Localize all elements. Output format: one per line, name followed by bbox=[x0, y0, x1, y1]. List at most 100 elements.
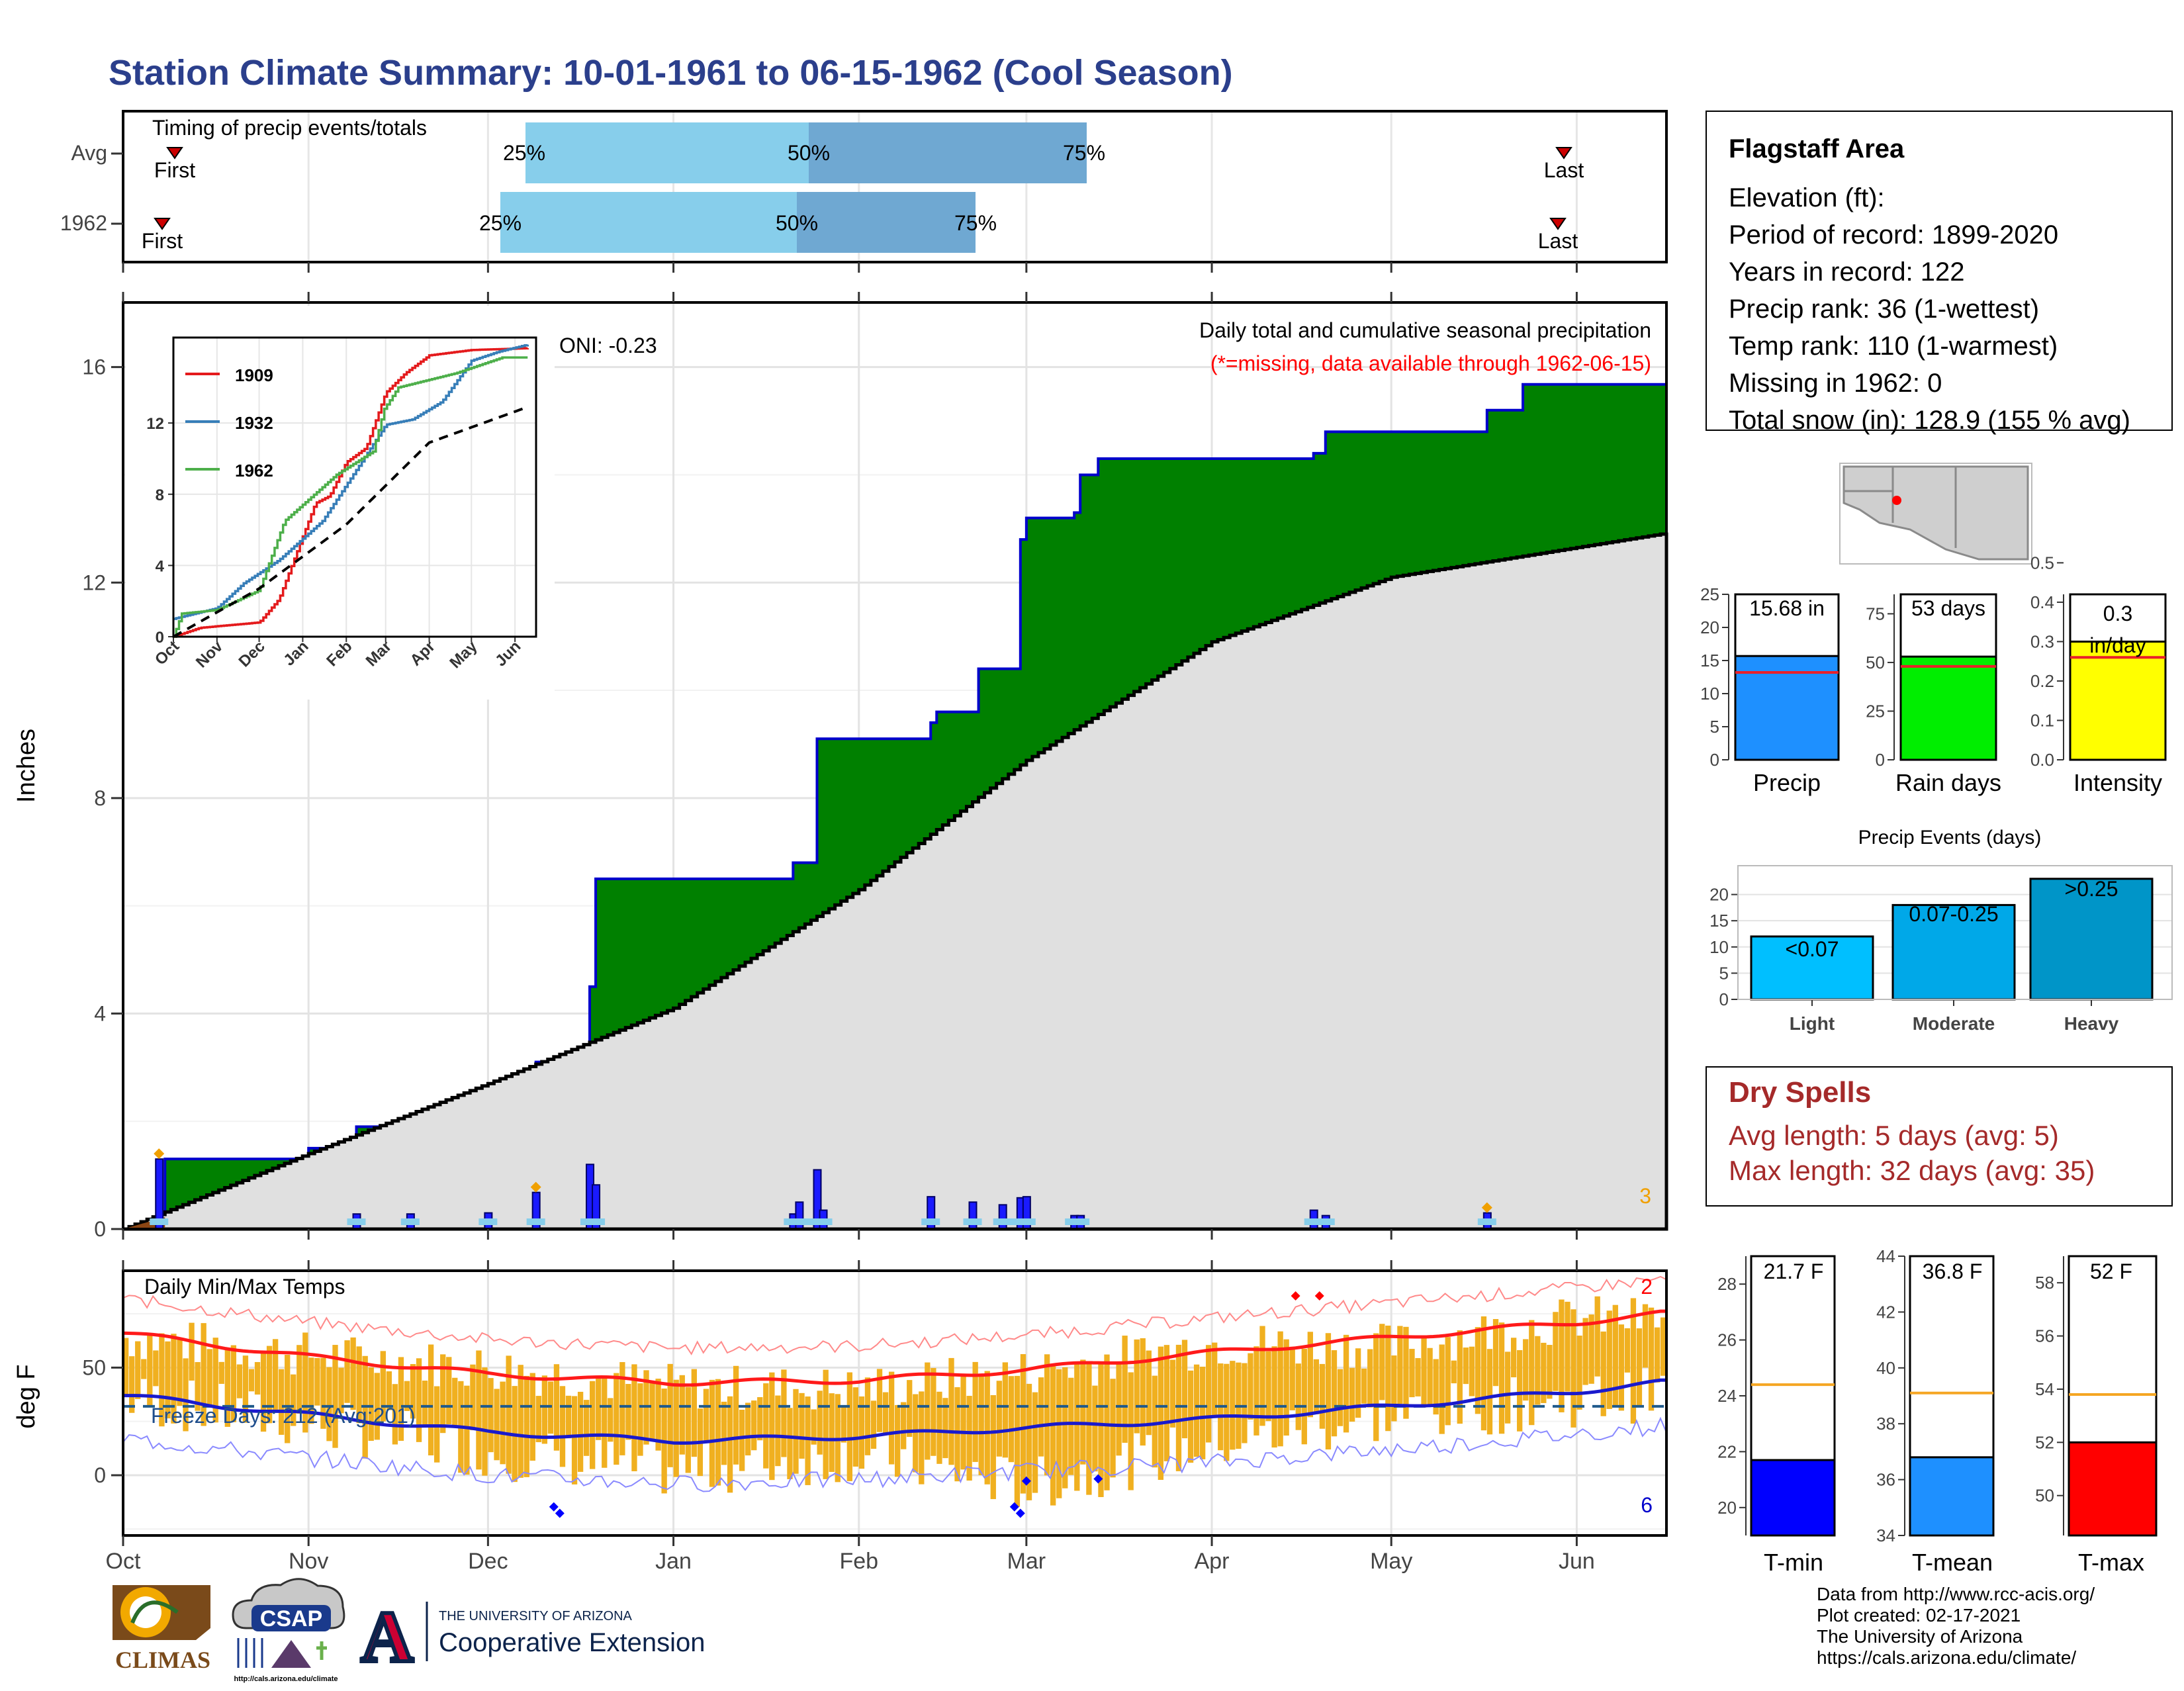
daily-temp-bar bbox=[428, 1344, 434, 1455]
daily-temp-bar bbox=[787, 1408, 793, 1479]
inset-y-tick-label: 0 bbox=[156, 629, 164, 647]
daily-temp-bar bbox=[637, 1383, 643, 1456]
info-precip-rank: Precip rank: 36 (1-wettest) bbox=[1729, 295, 2039, 324]
daily-temp-bar bbox=[488, 1378, 494, 1453]
daily-temp-bar bbox=[1439, 1344, 1445, 1434]
daily-temp-bar bbox=[1307, 1332, 1313, 1418]
timing-row-label-avg: Avg bbox=[71, 141, 107, 165]
record-low-marker bbox=[1021, 1476, 1031, 1486]
daily-temp-bar bbox=[1319, 1363, 1326, 1429]
timing-avg-q50: 50% bbox=[788, 141, 830, 165]
daily-temp-bar bbox=[159, 1333, 165, 1427]
mini-chart-tick-label: 36 bbox=[1876, 1470, 1895, 1490]
daily-temp-bar bbox=[470, 1364, 476, 1430]
mini-chart-tick-label: 28 bbox=[1717, 1274, 1737, 1294]
daily-temp-bar bbox=[799, 1393, 805, 1459]
daily-temp-bar bbox=[1080, 1359, 1086, 1465]
daily-temp-bar bbox=[1654, 1327, 1661, 1383]
daily-temp-bar bbox=[1283, 1339, 1289, 1436]
rain-days-bar: 0 25 50 75 bbox=[1866, 593, 1997, 770]
daily-temp-bar bbox=[302, 1332, 308, 1433]
mini-chart-tick-label: 0.1 bbox=[2030, 710, 2054, 730]
daily-temp-bar bbox=[482, 1367, 488, 1476]
timing-year-first-marker bbox=[154, 218, 171, 230]
daily-temp-bar bbox=[559, 1386, 566, 1467]
daily-temp-bar bbox=[541, 1375, 548, 1444]
daily-temp-bar bbox=[625, 1384, 631, 1440]
info-elevation: Elevation (ft): bbox=[1729, 183, 1885, 212]
footer-data-source: Data from http://www.rcc-acis.org/ bbox=[1817, 1584, 2095, 1604]
inset-legend-1962: 1962 bbox=[235, 461, 273, 480]
month-axis-label: Nov bbox=[289, 1549, 328, 1574]
daily-temp-bar bbox=[1206, 1345, 1212, 1443]
daily-temp-bar bbox=[931, 1367, 936, 1456]
timing-year-q75: 75% bbox=[954, 211, 997, 235]
precip-y-tick-label: 8 bbox=[94, 786, 106, 810]
daily-temp-bar bbox=[583, 1400, 590, 1456]
events-y-tick-label: 0 bbox=[1719, 989, 1729, 1009]
daily-temp-bar bbox=[858, 1396, 865, 1469]
mini-chart-tick-label: 75 bbox=[1866, 604, 1885, 623]
daily-temp-bar bbox=[476, 1350, 482, 1470]
daily-temp-bar bbox=[1582, 1318, 1588, 1385]
daily-temp-bar bbox=[230, 1345, 237, 1422]
mini-chart-tick-label: 20 bbox=[1717, 1498, 1737, 1518]
daily-temp-bar bbox=[1134, 1339, 1140, 1434]
daily-temp-bar bbox=[745, 1402, 751, 1456]
daily-temp-bar bbox=[1523, 1339, 1529, 1401]
oni-label: ONI: -0.23 bbox=[559, 334, 657, 357]
daily-temp-bar bbox=[344, 1340, 350, 1403]
events-title: Precip Events (days) bbox=[1858, 827, 2042, 848]
station-name: Flagstaff Area bbox=[1729, 134, 1905, 163]
daily-temp-bar bbox=[1313, 1359, 1320, 1414]
daily-temp-bar bbox=[1403, 1326, 1409, 1419]
month-axis-label: Feb bbox=[839, 1549, 878, 1574]
daily-temp-bar bbox=[242, 1355, 249, 1423]
event-heavy-caption: Heavy bbox=[2064, 1013, 2119, 1034]
daily-temp-bar bbox=[1445, 1337, 1451, 1426]
timing-avg-last-marker bbox=[1555, 147, 1572, 160]
daily-temp-bar bbox=[1050, 1366, 1056, 1506]
mini-chart-tick-label: 0 bbox=[1710, 750, 1719, 770]
csap-text: CSAP bbox=[260, 1606, 322, 1631]
info-missing: Missing in 1962: 0 bbox=[1729, 369, 1942, 398]
climas-text: CLIMAS bbox=[115, 1647, 210, 1673]
daily-temp-bar bbox=[291, 1374, 296, 1426]
month-axis-label: May bbox=[1370, 1549, 1412, 1574]
daily-temp-bar bbox=[386, 1371, 392, 1410]
timing-year-first-label: First bbox=[142, 229, 183, 253]
temperature-panel: 0 50 Daily Min/Max Temps Freeze Days: 212… bbox=[13, 1260, 1668, 1546]
mini-chart-tick-label: 42 bbox=[1876, 1302, 1895, 1322]
trace-precip-mark bbox=[526, 1218, 545, 1225]
month-axis-label: Apr bbox=[1195, 1549, 1230, 1574]
daily-temp-bar bbox=[1391, 1355, 1397, 1422]
temp-title: Daily Min/Max Temps bbox=[144, 1275, 345, 1299]
mini-chart-tick-label: 0.0 bbox=[2030, 750, 2054, 770]
daily-temp-bar bbox=[177, 1340, 183, 1406]
mini-chart-tick-label: 0.2 bbox=[2030, 671, 2054, 691]
ua-a-icon: A bbox=[361, 1596, 413, 1677]
daily-temp-bar bbox=[565, 1395, 572, 1439]
daily-temp-bar bbox=[1630, 1298, 1637, 1424]
trace-precip-mark bbox=[1477, 1218, 1496, 1225]
daily-temp-bar bbox=[410, 1364, 416, 1419]
temperature-summary-bars: 20 22 24 26 28 34 36 38 40 42 44 50 52 54 56 58 bbox=[1717, 1246, 2158, 1545]
record-min-line bbox=[122, 1416, 1667, 1492]
timing-year-q50: 50% bbox=[776, 211, 818, 235]
timing-title: Timing of precip events/totals bbox=[152, 116, 427, 140]
mini-chart-tick-label: 10 bbox=[1700, 684, 1719, 704]
daily-temp-bar bbox=[805, 1396, 811, 1485]
daily-temp-bar bbox=[781, 1369, 787, 1457]
daily-temp-bar bbox=[1020, 1353, 1026, 1494]
trace-precip-mark bbox=[1304, 1218, 1323, 1225]
daily-temp-bar bbox=[446, 1357, 452, 1425]
mini-chart-tick-label: 50 bbox=[2035, 1486, 2054, 1506]
mini-chart-tick-label: 0.5 bbox=[2030, 553, 2054, 572]
daily-temp-bar bbox=[224, 1349, 230, 1427]
daily-temp-bar bbox=[1606, 1310, 1612, 1409]
daily-temp-bar bbox=[901, 1402, 907, 1449]
daily-temp-bar bbox=[936, 1391, 942, 1464]
record-low-marker bbox=[555, 1508, 565, 1518]
